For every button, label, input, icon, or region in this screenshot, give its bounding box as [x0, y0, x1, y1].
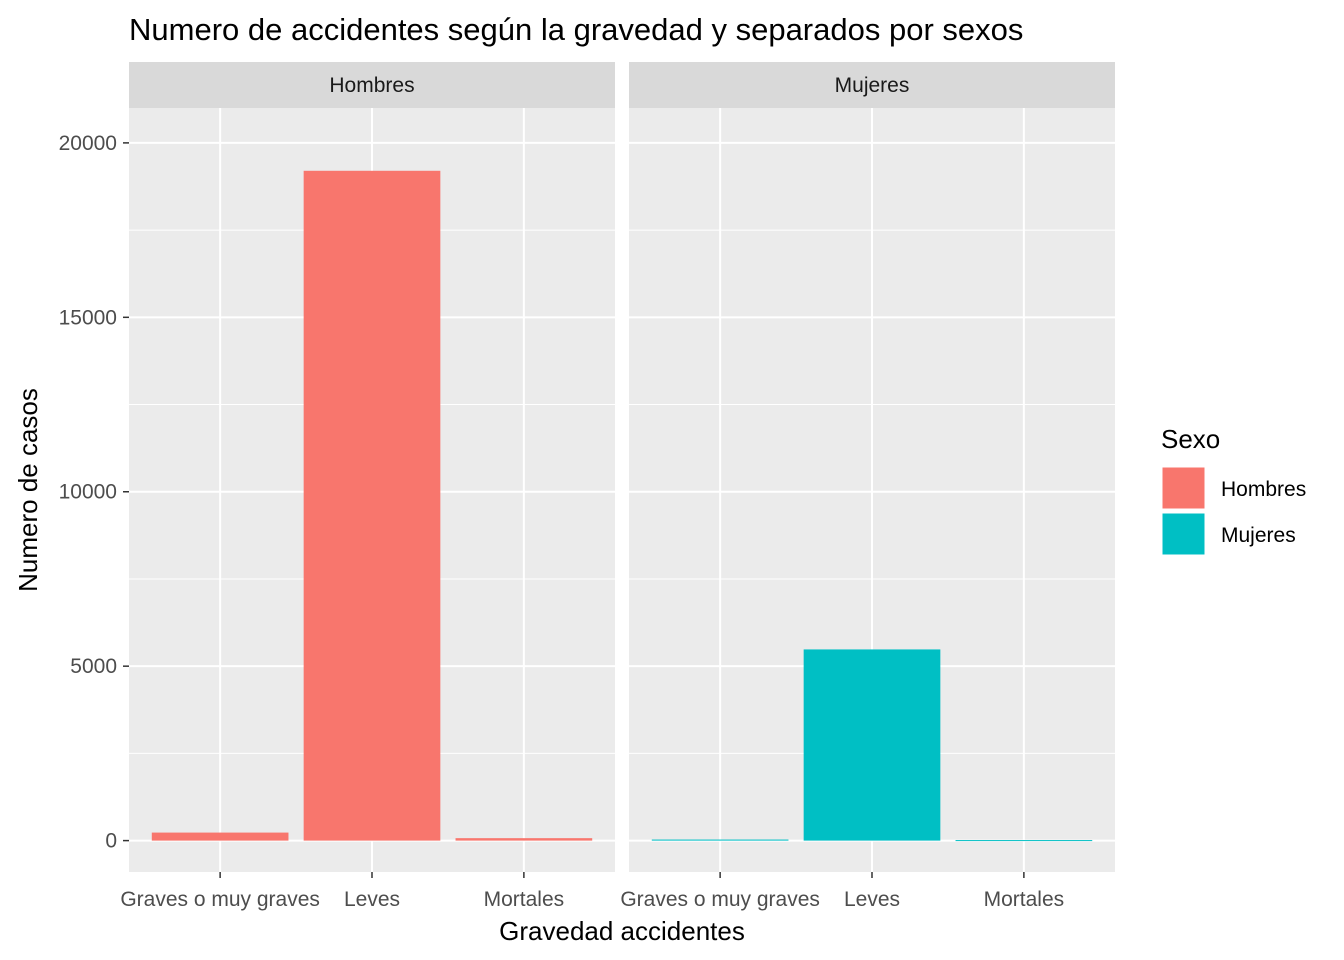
chart-title: Numero de accidentes según la gravedad y…: [129, 12, 1023, 47]
facet-strip: [129, 62, 615, 108]
panel-hombres: Hombres Graves o muy graves Leves Mortales: [120, 62, 615, 911]
bar-mujeres-3: [955, 840, 1093, 842]
y-tick-label: 0: [105, 830, 117, 853]
x-axis-title: Gravedad accidentes: [499, 916, 745, 946]
y-tick-label: 5000: [70, 655, 117, 678]
bar-hombres-3: [455, 838, 593, 841]
y-tick-label: 20000: [59, 132, 117, 155]
legend-label-mujeres: Mujeres: [1221, 524, 1296, 547]
legend: Sexo Hombres Mujeres: [1161, 424, 1306, 556]
y-tick-label: 10000: [59, 481, 117, 504]
panel-mujeres: Mujeres Graves o muy graves Leves Mortales: [620, 62, 1115, 911]
bar-hombres-2: [303, 170, 441, 841]
x-tick-label: Graves o muy graves: [120, 888, 320, 911]
x-tick-label: Mortales: [484, 888, 565, 911]
x-tick-label: Mortales: [984, 888, 1065, 911]
facet-strip-label: Hombres: [329, 74, 414, 97]
x-tick-label: Graves o muy graves: [620, 888, 820, 911]
y-axis-title: Numero de casos: [13, 388, 43, 592]
facet-strip-label: Mujeres: [835, 74, 910, 97]
y-tick-label: 15000: [59, 306, 117, 329]
bar-hombres-1: [151, 832, 289, 841]
facet-strip: [629, 62, 1115, 108]
x-tick-label: Leves: [344, 888, 400, 911]
x-tick-label: Leves: [844, 888, 900, 911]
legend-label-hombres: Hombres: [1221, 478, 1306, 501]
legend-title: Sexo: [1161, 424, 1220, 454]
bar-mujeres-2: [803, 649, 941, 841]
y-axis: 0 5000 10000 15000 20000: [59, 132, 129, 853]
bar-mujeres-1: [651, 839, 789, 841]
legend-swatch-mujeres: [1161, 512, 1206, 556]
legend-swatch-hombres: [1161, 466, 1206, 510]
